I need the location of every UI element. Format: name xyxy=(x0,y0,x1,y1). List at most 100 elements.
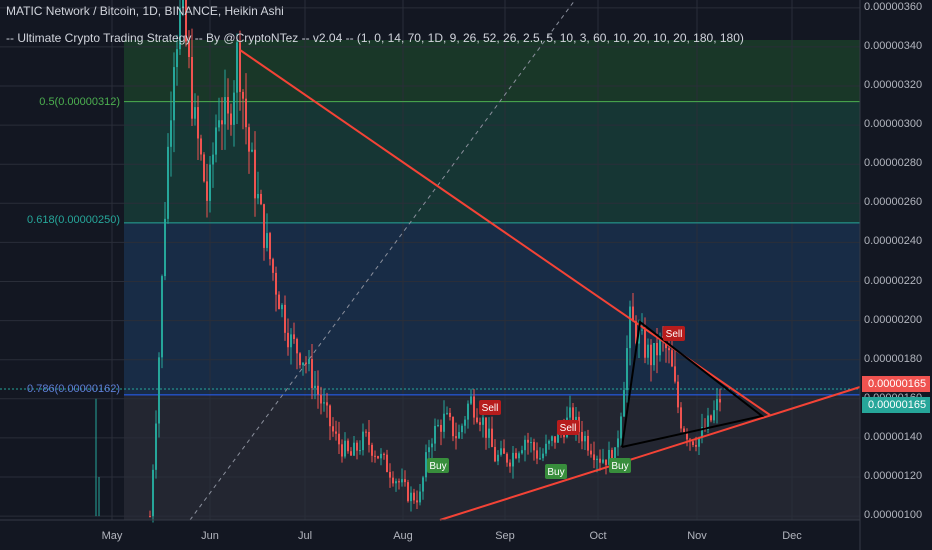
fib-zone-0.618 xyxy=(124,222,860,395)
candle-body xyxy=(617,438,619,448)
candle-body xyxy=(305,362,307,364)
candle-body xyxy=(332,426,334,432)
candle-body xyxy=(236,42,238,93)
candle-body xyxy=(302,362,304,366)
candle-body xyxy=(509,462,511,467)
candle-body xyxy=(434,425,436,444)
candle-body xyxy=(467,403,469,420)
candle-body xyxy=(293,334,295,340)
candle-body xyxy=(674,366,676,382)
candle-body xyxy=(371,444,373,456)
price-tick-4: 0.00000280 xyxy=(864,157,923,170)
candle-body xyxy=(623,390,625,417)
candle-body xyxy=(413,492,415,501)
candle-body xyxy=(350,451,352,456)
candle-body xyxy=(608,449,610,465)
candle-body xyxy=(155,423,157,470)
candle-body xyxy=(653,342,655,366)
candle-body xyxy=(212,154,214,165)
last-price-tag-2: 0.00000165 xyxy=(862,397,930,413)
price-tick-7: 0.00000220 xyxy=(864,274,923,287)
candle-body xyxy=(377,456,379,459)
candle-body xyxy=(149,516,151,518)
candle-body xyxy=(380,453,382,459)
candle-body xyxy=(536,450,538,459)
candle-body xyxy=(251,149,253,152)
date-tick-2: Jul xyxy=(297,530,313,542)
candle-body xyxy=(311,359,313,389)
date-tick-1: Jun xyxy=(201,530,219,542)
candle-body xyxy=(446,412,448,414)
candle-body xyxy=(356,442,358,451)
candle-body xyxy=(218,120,220,128)
candle-body xyxy=(632,306,634,322)
candle-body xyxy=(719,399,721,403)
candle-body xyxy=(683,428,685,433)
price-tick-5: 0.00000260 xyxy=(864,196,923,209)
candle-body xyxy=(437,424,439,426)
candle-body xyxy=(368,432,370,445)
candle-body xyxy=(542,453,544,459)
candle-body xyxy=(461,425,463,433)
sell-signal-label-1: Sell xyxy=(560,423,577,434)
candle-body xyxy=(572,407,574,429)
candle-body xyxy=(518,453,520,459)
candle-body xyxy=(650,344,652,366)
candle-body xyxy=(341,444,343,457)
candle-body xyxy=(569,407,571,418)
candle-body xyxy=(242,91,244,99)
buy-signal-4 xyxy=(545,464,567,479)
price-tick-9: 0.00000180 xyxy=(864,352,923,365)
candle-body xyxy=(170,120,172,147)
price-tick-13: 0.00000100 xyxy=(864,509,923,522)
candle-body xyxy=(449,412,451,417)
candle-body xyxy=(695,444,697,447)
fib-label-0.786: 0.786(0.00000162) xyxy=(27,383,120,395)
candle-body xyxy=(707,415,709,430)
candle-body xyxy=(230,113,232,125)
candle-body xyxy=(506,453,508,463)
candle-body xyxy=(392,477,394,484)
candle-body xyxy=(524,439,526,451)
candle-body xyxy=(425,452,427,478)
candle-body xyxy=(359,450,361,452)
candle-body xyxy=(158,357,160,424)
candle-body xyxy=(716,399,718,411)
candle-body xyxy=(317,385,319,395)
candle-body xyxy=(233,92,235,125)
candle-body xyxy=(173,67,175,121)
date-tick-4: Sep xyxy=(495,530,515,542)
candle-body xyxy=(275,272,277,295)
candle-body xyxy=(692,441,694,445)
candle-body xyxy=(698,437,700,447)
candle-body xyxy=(260,193,262,205)
date-tick-6: Nov xyxy=(687,530,707,542)
price-tick-11: 0.00000140 xyxy=(864,430,923,443)
candle-body xyxy=(263,204,265,248)
candle-body xyxy=(527,439,529,443)
buy-signal-label-4: Buy xyxy=(547,467,564,478)
candle-body xyxy=(152,469,154,517)
price-tick-0: 0.00000360 xyxy=(864,0,923,13)
candle-body xyxy=(353,442,355,456)
buy-signal-label-3: Buy xyxy=(429,461,446,472)
candle-body xyxy=(404,479,406,483)
candle-body xyxy=(530,442,532,444)
candle-body xyxy=(464,419,466,426)
candle-body xyxy=(347,440,349,452)
candle-body xyxy=(602,459,604,463)
candle-body xyxy=(686,432,688,440)
candle-body xyxy=(182,0,184,9)
candle-body xyxy=(308,359,310,364)
candle-body xyxy=(581,432,583,442)
fib-label-0.5: 0.5(0.00000312) xyxy=(39,96,120,108)
candle-body xyxy=(554,436,556,443)
candle-body xyxy=(485,417,487,438)
candle-body xyxy=(335,431,337,434)
candle-body xyxy=(494,446,496,462)
candle-body xyxy=(452,416,454,437)
candle-body xyxy=(287,332,289,348)
candle-body xyxy=(677,381,679,408)
candle-body xyxy=(410,492,412,502)
